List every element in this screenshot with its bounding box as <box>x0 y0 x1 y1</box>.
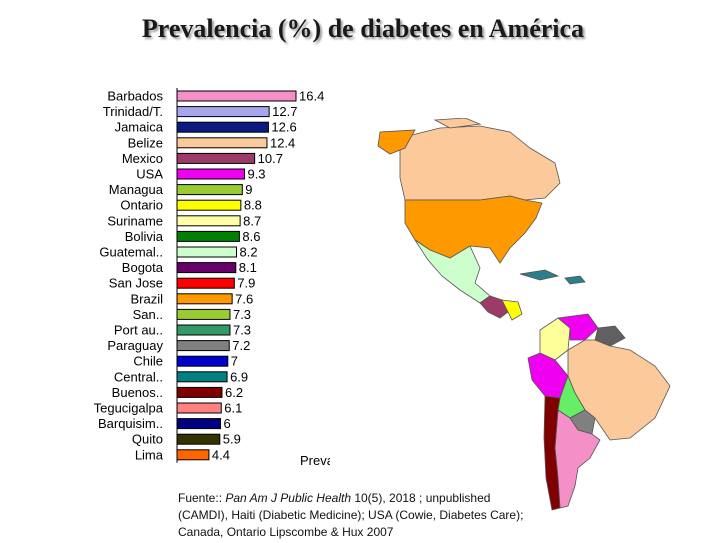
category-label: Mexico <box>122 151 163 166</box>
source-prefix: Fuente:: <box>178 491 226 505</box>
americas-map <box>377 118 671 511</box>
bar <box>176 386 223 398</box>
value-label: 10.7 <box>258 151 283 166</box>
category-label: Bogota <box>122 260 164 275</box>
x-axis-label: Prevalence (%) <box>300 453 330 468</box>
bar <box>176 199 242 211</box>
value-label: 9.3 <box>247 167 265 182</box>
category-label: Guatemal.. <box>99 245 163 260</box>
value-label: 16.4 <box>299 89 324 104</box>
bar <box>176 324 231 336</box>
value-label: 7.2 <box>232 338 250 353</box>
value-label: 7.9 <box>237 276 255 291</box>
bar <box>176 90 297 102</box>
value-label: 8.7 <box>243 213 261 228</box>
map-region-canada-island <box>433 118 482 129</box>
category-label: Tegucigalpa <box>94 401 164 416</box>
value-label: 8.8 <box>244 198 262 213</box>
value-label: 6 <box>224 416 231 431</box>
value-label: 7 <box>231 354 238 369</box>
map-region-guianas <box>594 325 626 347</box>
bar <box>176 246 237 258</box>
map-region-mexico <box>414 239 491 304</box>
value-label: 8.6 <box>242 229 260 244</box>
category-label: Quito <box>132 432 163 447</box>
source-line-1: Fuente:: Pan Am J Public Health 10(5), 2… <box>178 490 618 507</box>
bars-layer: Barbados 16.4 Trinidad/T. 12.7 Jamaica 12.6 Be… <box>94 88 324 463</box>
map-region-caribbean <box>519 269 586 285</box>
map-region-alaska <box>377 129 416 155</box>
value-label: 6.9 <box>230 369 248 384</box>
map-region-peru <box>527 352 569 399</box>
category-label: Jamaica <box>115 120 164 135</box>
category-label: Barquisim.. <box>98 416 163 431</box>
bar <box>176 215 241 227</box>
category-label: Trinidad/T. <box>103 104 163 119</box>
bar <box>176 230 240 242</box>
value-label: 5.9 <box>223 432 241 447</box>
value-label: 12.7 <box>272 104 297 119</box>
category-label: Bolivia <box>125 229 164 244</box>
value-label: 7.6 <box>235 291 253 306</box>
value-label: 4.4 <box>212 447 230 462</box>
source-line-2: (CAMDI), Haiti (Diabetic Medicine); USA … <box>178 508 524 522</box>
bar-chart: Barbados 16.4 Trinidad/T. 12.7 Jamaica 12.6 Be… <box>94 88 330 468</box>
bar <box>176 262 237 274</box>
bar <box>176 184 243 196</box>
value-label: 12.4 <box>270 135 295 150</box>
bar <box>176 418 222 430</box>
bar <box>176 371 228 383</box>
bar <box>176 340 230 352</box>
category-label: Chile <box>133 354 163 369</box>
bar <box>176 152 256 164</box>
map-region-central-america-south <box>501 299 523 321</box>
source-line-3: Canada, Ontario Lipscombe & Hux 2007 <box>178 525 394 539</box>
chart-title: Prevalencia (%) de diabetes en América <box>141 14 585 43</box>
bar <box>176 277 235 289</box>
category-label: Buenos.. <box>112 385 163 400</box>
bar <box>176 355 229 367</box>
value-label: 8.1 <box>239 260 257 275</box>
category-label: Belize <box>128 135 163 150</box>
bar <box>176 449 210 461</box>
category-label: USA <box>136 167 163 182</box>
bar <box>176 308 231 320</box>
value-label: 6.1 <box>224 401 242 416</box>
source-journal: Pan Am J Public Health <box>225 491 351 505</box>
value-label: 9 <box>245 182 252 197</box>
value-label: 12.6 <box>271 120 296 135</box>
value-label: 6.2 <box>225 385 243 400</box>
value-label: 7.3 <box>233 323 251 338</box>
bar <box>176 433 221 445</box>
bar <box>176 402 222 414</box>
category-label: Paraguay <box>107 338 163 353</box>
category-label: San.. <box>133 307 163 322</box>
category-label: Central.. <box>114 369 163 384</box>
source-rest: 10(5), 2018 ; unpublished <box>351 491 491 505</box>
bar <box>176 168 245 180</box>
category-label: Managua <box>109 182 164 197</box>
map-region-chile <box>543 395 561 511</box>
category-label: San Jose <box>109 276 163 291</box>
category-label: Barbados <box>107 89 163 104</box>
value-label: 7.3 <box>233 307 251 322</box>
category-label: Lima <box>135 447 164 462</box>
category-label: Port au.. <box>114 323 163 338</box>
bar <box>176 293 233 305</box>
bar <box>176 137 268 149</box>
source-note: Fuente:: Pan Am J Public Health 10(5), 2… <box>178 490 618 541</box>
value-label: 8.2 <box>240 245 258 260</box>
category-label: Brazil <box>130 291 163 306</box>
map-region-canada <box>399 125 561 201</box>
bar <box>176 106 270 118</box>
category-label: Ontario <box>120 198 163 213</box>
bar <box>176 121 269 133</box>
category-label: Suriname <box>107 213 163 228</box>
